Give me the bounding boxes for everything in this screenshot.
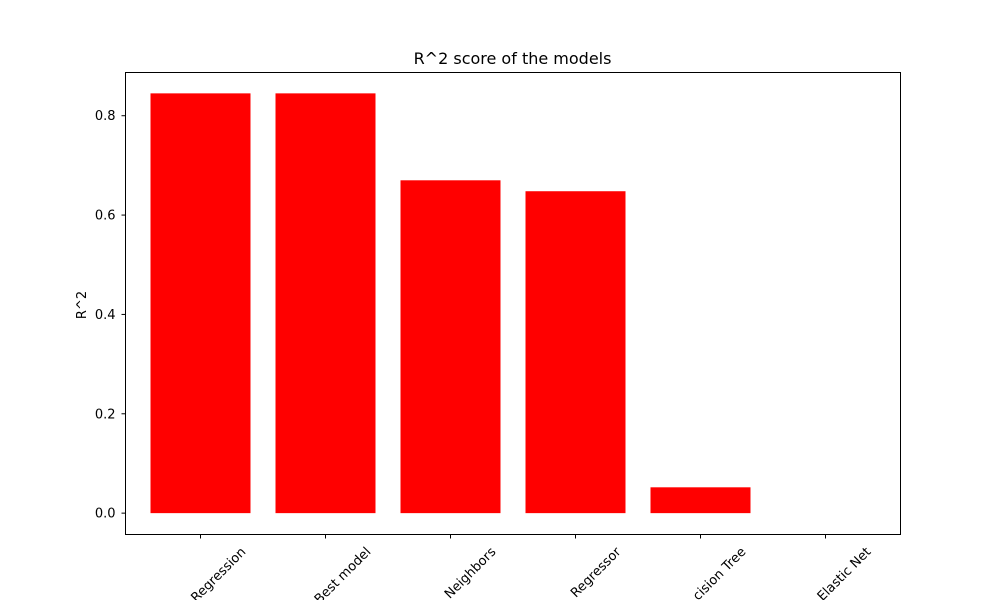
bar-4: [650, 487, 751, 514]
plot-frame: [125, 72, 901, 535]
bar-2: [400, 180, 501, 514]
y-tick-label: 0.4: [95, 308, 116, 323]
x-tick-label: Elastic Net: [815, 545, 875, 600]
y-ticks-group: 0.0 0.2 0.4 0.6 0.8: [95, 109, 126, 522]
x-tick-label: Neighbors: [442, 545, 500, 600]
x-tick-label: Regression: [188, 545, 249, 600]
bars-group: [150, 93, 751, 514]
x-tick-label: Regressor: [568, 544, 625, 600]
chart-title: R^2 score of the models: [414, 49, 612, 68]
y-tick-label: 0.6: [95, 209, 116, 224]
bar-3: [525, 191, 626, 514]
y-tick-label: 0.2: [95, 407, 116, 422]
y-tick-label: 0.0: [95, 507, 116, 522]
bar-0: [150, 93, 251, 514]
y-axis-label: R^2: [75, 291, 90, 319]
x-tick-label: cision Tree: [690, 545, 749, 600]
y-tick-label: 0.8: [95, 109, 116, 124]
bar-1: [275, 93, 376, 514]
x-tick-label: Best model: [312, 545, 375, 600]
x-ticks-group: Regression Best model Neighbors Regressor ci…: [188, 534, 875, 604]
